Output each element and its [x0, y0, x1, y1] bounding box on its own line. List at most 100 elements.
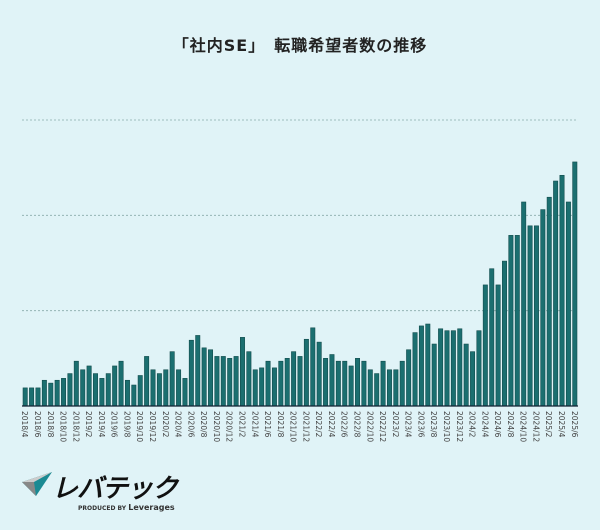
bar-2022/12	[380, 360, 386, 407]
bar-2022/11	[374, 373, 380, 407]
bar-2018/10	[61, 378, 67, 407]
x-tick-label: 2018/12	[71, 411, 81, 443]
bar-2020/7	[195, 335, 201, 407]
bar-2019/10	[137, 375, 143, 407]
bar-2019/5	[105, 373, 111, 407]
bar-2019/9	[131, 384, 137, 407]
bar-2019/1	[80, 369, 86, 407]
bar-2023/10	[444, 330, 450, 407]
bar-2019/12	[150, 369, 156, 407]
bar-2020/4	[176, 369, 182, 407]
bar-2025/5	[565, 201, 571, 407]
x-tick-label: 2019/12	[148, 411, 157, 443]
x-tick-label: 2024/2	[467, 411, 477, 438]
bar-2024/3	[476, 330, 482, 407]
bar-2020/11	[220, 356, 226, 407]
x-tick-label: 2019/6	[109, 411, 119, 438]
bar-2020/3	[169, 351, 175, 407]
bar-2024/6	[495, 284, 501, 407]
x-tick-label: 2020/2	[160, 411, 170, 438]
x-tick-label: 2022/12	[378, 411, 388, 443]
bar-2019/2	[86, 365, 92, 407]
x-tick-label: 2018/4	[20, 411, 30, 438]
bar-2025/6	[572, 161, 578, 407]
bar-2022/7	[348, 365, 354, 407]
bar-2023/1	[386, 369, 392, 407]
bar-2018/4	[22, 387, 28, 407]
x-tick-label: 2022/2	[314, 411, 324, 438]
bar-2023/6	[418, 325, 424, 407]
x-tick-label: 2022/6	[339, 411, 349, 438]
x-tick-label: 2019/2	[84, 411, 94, 438]
produced-by-label: PRODUCED BY	[78, 505, 127, 512]
bar-2020/12	[227, 358, 233, 407]
bar-2020/1	[156, 373, 162, 407]
bar-2023/8	[431, 343, 437, 407]
bar-2022/6	[342, 360, 348, 407]
x-tick-label: 2020/6	[186, 411, 196, 438]
x-tick-label: 2025/2	[544, 411, 554, 438]
bar-2019/8	[124, 379, 130, 407]
bar-2024/4	[482, 284, 488, 407]
x-tick-label: 2023/2	[390, 411, 400, 438]
bar-2024/12	[533, 225, 539, 407]
brand-name: Leverages	[128, 503, 175, 512]
bar-2021/2	[240, 337, 245, 407]
x-tick-label: 2023/8	[429, 411, 439, 438]
x-tick-label: 2021/12	[301, 411, 311, 443]
x-tick-label: 2024/8	[505, 411, 515, 438]
bar-2021/5	[259, 367, 265, 407]
bar-2020/6	[188, 339, 194, 407]
bar-2018/7	[41, 379, 47, 407]
bar-2018/6	[35, 387, 41, 407]
x-tick-label: 2024/4	[480, 411, 490, 438]
bar-2021/9	[284, 358, 290, 407]
x-tick-label: 2024/12	[531, 411, 541, 443]
x-tick-label: 2023/4	[403, 411, 413, 438]
x-tick-label: 2021/10	[288, 411, 298, 443]
bar-2020/8	[201, 347, 207, 407]
bar-2021/7	[271, 367, 277, 407]
bar-2022/5	[335, 360, 341, 407]
bar-2019/3	[93, 373, 98, 407]
bar-2023/12	[457, 328, 463, 407]
x-tick-label: 2021/4	[250, 411, 260, 438]
x-tick-label: 2022/8	[352, 411, 362, 438]
bar-2021/4	[252, 369, 258, 407]
bar-2020/10	[214, 356, 220, 407]
bar-2021/8	[278, 360, 284, 407]
bar-2024/9	[514, 235, 520, 407]
bar-2019/11	[144, 356, 150, 407]
bar-2022/4	[329, 354, 335, 407]
bar-2022/8	[355, 358, 360, 407]
bar-2025/3	[553, 180, 559, 407]
x-tick-label: 2018/6	[32, 411, 42, 438]
bar-2018/12	[73, 360, 79, 407]
bar-2025/2	[546, 196, 552, 407]
x-tick-label: 2024/10	[518, 411, 528, 443]
x-tick-label: 2022/10	[365, 411, 375, 443]
chart-title: 「社内SE」 転職希望者数の推移	[172, 36, 428, 55]
bar-2021/3	[246, 351, 252, 407]
x-tick-label: 2021/6	[263, 411, 273, 438]
bar-2018/9	[54, 379, 60, 407]
bar-2018/5	[29, 387, 35, 407]
x-tick-label: 2025/6	[569, 411, 579, 438]
bar-2022/2	[316, 341, 322, 407]
x-tick-label: 2019/10	[135, 411, 145, 443]
logo-text: レバテック	[52, 474, 178, 504]
bar-2024/2	[470, 351, 476, 407]
bar-2025/1	[540, 209, 546, 407]
bar-2018/8	[48, 382, 54, 407]
x-tick-label: 2021/8	[275, 411, 285, 438]
bar-2021/10	[291, 351, 297, 407]
bar-2022/1	[310, 327, 316, 407]
bar-2021/1	[233, 356, 239, 407]
bar-2019/4	[99, 378, 105, 407]
x-tick-label: 2019/4	[96, 411, 106, 438]
bar-2024/10	[521, 201, 527, 407]
bar-2023/9	[438, 328, 444, 407]
x-tick-label: 2020/12	[224, 411, 234, 443]
bar-2022/10	[367, 369, 373, 407]
